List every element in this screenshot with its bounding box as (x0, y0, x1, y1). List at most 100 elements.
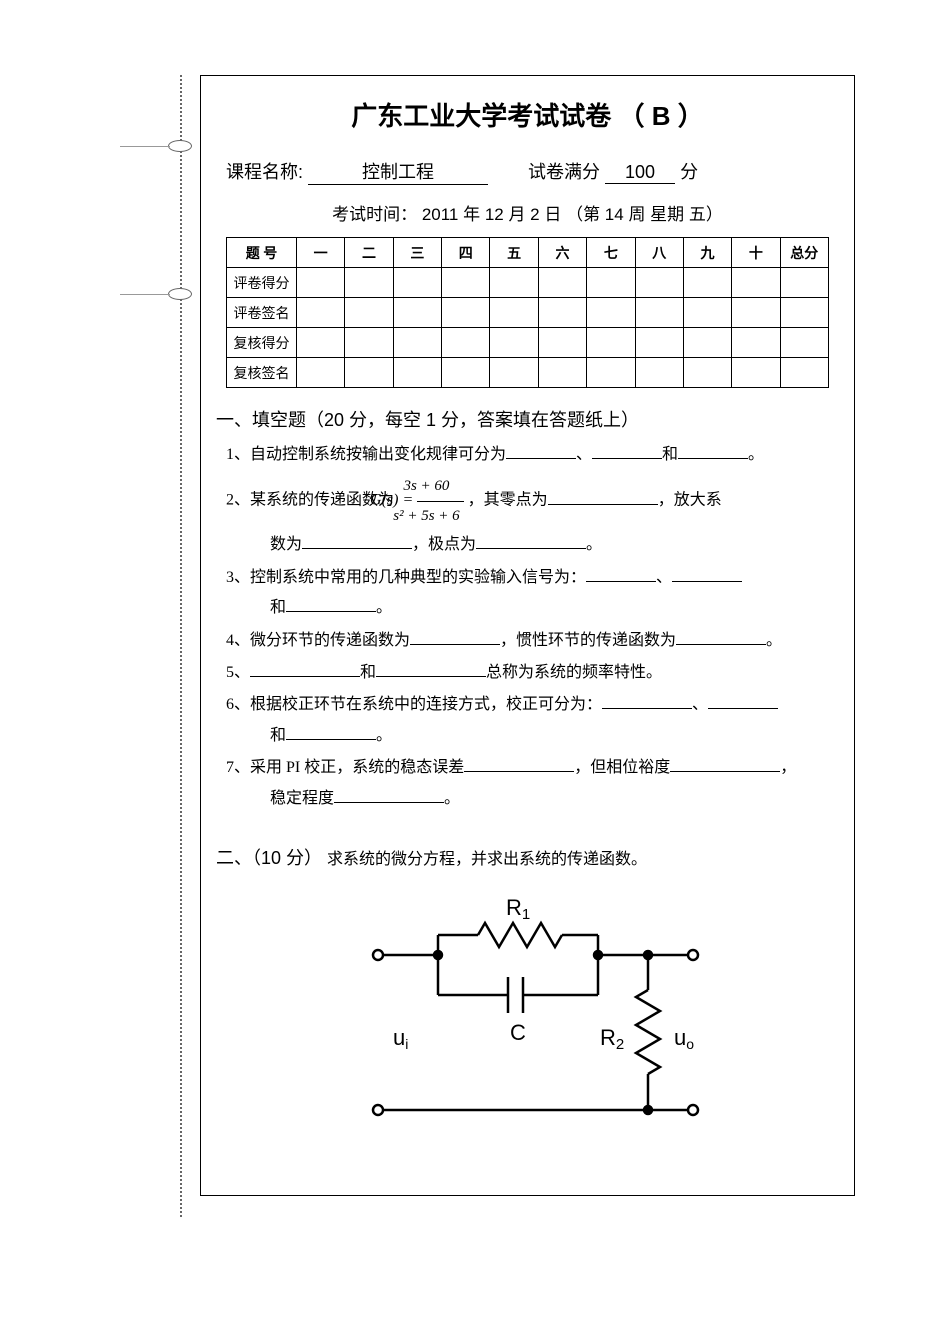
blank (476, 533, 586, 549)
blank (464, 756, 574, 772)
q-text: 6、根据校正环节在系统中的连接方式，校正可分为： (226, 696, 602, 713)
score-table: 题 号 一 二 三 四 五 六 七 八 九 十 总分 评卷得分 评卷签名 复核得… (226, 237, 829, 388)
blank (506, 443, 576, 459)
q-text: 。 (766, 632, 782, 649)
binder-ring-icon (168, 288, 192, 300)
col-header: 四 (442, 238, 490, 268)
col-header: 总分 (780, 238, 828, 268)
formula: G(s) = 3s + 60s² + 5s + 6 (398, 472, 464, 530)
blank (678, 443, 748, 459)
question-2: 2、某系统的传递函数为 G(s) = 3s + 60s² + 5s + 6 ，其… (226, 472, 829, 560)
col-header: 一 (297, 238, 345, 268)
binder-ring-icon (168, 140, 192, 152)
q-text: ， (780, 759, 796, 776)
course-name: 控制工程 (308, 158, 488, 185)
col-header: 二 (345, 238, 393, 268)
col-header: 十 (732, 238, 780, 268)
score-unit: 分 (680, 162, 698, 182)
title-prefix: 广东工业大学考试试卷 （ (351, 101, 651, 131)
row-label: 评卷得分 (227, 268, 297, 298)
section-2: 二、（10 分） 求系统的微分方程，并求出系统的传递函数。 (226, 844, 829, 870)
col-header: 七 (587, 238, 635, 268)
q-text: 、 (692, 696, 708, 713)
blank (672, 566, 742, 582)
q-text: 。 (376, 727, 392, 744)
table-row: 复核签名 (227, 358, 829, 388)
row-label: 复核得分 (227, 328, 297, 358)
table-row: 复核得分 (227, 328, 829, 358)
exam-time: 2011 年 12 月 2 日 （第 14 周 星期 五） (422, 205, 723, 224)
title-suffix: ） (671, 101, 704, 131)
exam-time-row: 考试时间： 2011 年 12 月 2 日 （第 14 周 星期 五） (226, 200, 829, 225)
blank (670, 756, 780, 772)
q-text: 稳定程度 (270, 790, 334, 807)
col-header: 六 (538, 238, 586, 268)
section-2-label: 二、（10 分） (216, 848, 322, 868)
question-5: 5、和总称为系统的频率特性。 (226, 658, 829, 688)
q-text: 3、控制系统中常用的几种典型的实验输入信号为： (226, 569, 586, 586)
blank (286, 724, 376, 740)
col-header: 题 号 (227, 238, 297, 268)
numerator: 3s + 60 (417, 472, 463, 502)
q-text: ，放大系 (658, 492, 722, 509)
blank (676, 629, 766, 645)
row-label: 评卷签名 (227, 298, 297, 328)
course-label: 课程名称: (226, 162, 303, 182)
blank (302, 533, 412, 549)
denominator: s² + 5s + 6 (417, 502, 463, 531)
question-6: 6、根据校正环节在系统中的连接方式，校正可分为： 、 和 。 (226, 690, 829, 751)
q-text: 。 (586, 536, 602, 553)
q-text: 2、某系统的传递函数为 (226, 492, 394, 509)
margin-tick (120, 146, 170, 147)
q-text: ，但相位裕度 (574, 759, 670, 776)
row-label: 复核签名 (227, 358, 297, 388)
q-text: ，其零点为 (468, 492, 548, 509)
col-header: 九 (683, 238, 731, 268)
col-header: 三 (393, 238, 441, 268)
label-c: C (510, 1020, 526, 1045)
circuit-diagram: R1 C R2 ui uo (318, 895, 738, 1155)
blank (602, 693, 692, 709)
exam-time-label: 考试时间： (332, 205, 417, 224)
q-text: 总称为系统的频率特性。 (486, 664, 662, 681)
table-row: 评卷得分 (227, 268, 829, 298)
q-text: ，惯性环节的传递函数为 (500, 632, 676, 649)
q-text: ，极点为 (412, 536, 476, 553)
label-ui: ui (393, 1025, 408, 1052)
question-1: 1、自动控制系统按输出变化规律可分为、和。 (226, 440, 829, 470)
col-header: 五 (490, 238, 538, 268)
course-meta-row: 课程名称: 控制工程 试卷满分 100 分 (226, 158, 829, 185)
table-row: 评卷签名 (227, 298, 829, 328)
q-text: 和 (270, 727, 286, 744)
blank (592, 443, 662, 459)
label-r2: R2 (600, 1025, 624, 1053)
section-1-heading: 一、填空题（20 分，每空 1 分，答案填在答题纸上） (216, 406, 829, 432)
blank (286, 596, 376, 612)
margin-tick (120, 294, 170, 295)
table-row: 题 号 一 二 三 四 五 六 七 八 九 十 总分 (227, 238, 829, 268)
blank (334, 787, 444, 803)
section-2-heading: 二、（10 分） (216, 848, 327, 868)
section-2-text: 求系统的微分方程，并求出系统的传递函数。 (327, 851, 647, 868)
blank (250, 661, 360, 677)
q-text: 和 (360, 664, 376, 681)
blank (548, 489, 658, 505)
paper-type: B (652, 101, 671, 131)
q-text: 和 (662, 446, 678, 463)
question-4: 4、微分环节的传递函数为 ，惯性环节的传递函数为 。 (226, 626, 829, 656)
q-text: 、 (656, 569, 672, 586)
blank (410, 629, 500, 645)
q-text: 和 (270, 599, 286, 616)
question-7: 7、采用 PI 校正，系统的稳态误差，但相位裕度， 稳定程度。 (226, 753, 829, 814)
binding-dotted-line (180, 75, 182, 1217)
page-title: 广东工业大学考试试卷 （ B ） (226, 96, 829, 133)
exam-paper-frame: 广东工业大学考试试卷 （ B ） 课程名称: 控制工程 试卷满分 100 分 考… (200, 75, 855, 1196)
question-list: 1、自动控制系统按输出变化规律可分为、和。 2、某系统的传递函数为 G(s) =… (226, 440, 829, 814)
q-text: 1、自动控制系统按输出变化规律可分为 (226, 446, 506, 463)
blank (586, 566, 656, 582)
q-text: 7、采用 PI 校正，系统的稳态误差 (226, 759, 464, 776)
q-text: 4、微分环节的传递函数为 (226, 632, 410, 649)
q-text: 。 (376, 599, 392, 616)
full-score-label: 试卷满分 (528, 162, 600, 182)
q-text: 、 (576, 446, 592, 463)
